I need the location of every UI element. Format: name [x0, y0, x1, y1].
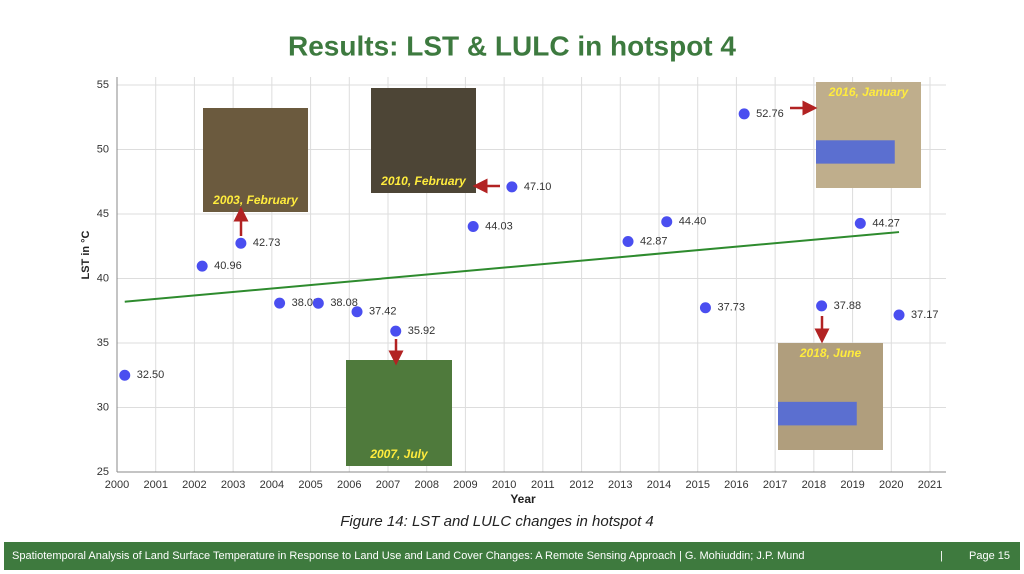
x-tick-label: 2009 [453, 479, 477, 491]
data-label: 42.73 [253, 237, 281, 249]
x-tick-label: 2021 [918, 479, 942, 491]
x-tick-label: 2019 [840, 479, 864, 491]
x-axis-label: Year [510, 492, 536, 506]
data-label: 44.27 [872, 217, 900, 229]
y-tick-label: 25 [97, 466, 109, 478]
data-label: 37.88 [834, 300, 862, 312]
building [816, 140, 895, 164]
data-point [351, 306, 363, 318]
x-tick-label: 2017 [763, 479, 787, 491]
page-number: Page 15 [969, 550, 1010, 562]
annotation-label: 2018, June [799, 346, 862, 360]
y-tick-label: 45 [97, 208, 109, 220]
data-point [467, 221, 479, 233]
y-axis-label: LST in °C [80, 230, 92, 279]
annotation-image [371, 88, 476, 193]
data-label: 42.87 [640, 235, 668, 247]
y-tick-label: 35 [97, 337, 109, 349]
footer-separator: | [940, 550, 943, 562]
footer-bar [4, 542, 1020, 570]
x-tick-label: 2010 [492, 479, 516, 491]
annotation-image [816, 82, 921, 188]
x-tick-label: 2016 [724, 479, 748, 491]
y-tick-label: 30 [97, 401, 109, 413]
y-tick-label: 50 [97, 143, 109, 155]
data-point [196, 260, 208, 272]
caption: Figure 14: LST and LULC changes in hotsp… [340, 513, 654, 530]
data-point [816, 300, 828, 312]
data-label: 35.92 [408, 325, 436, 337]
data-point [312, 297, 324, 309]
data-label: 52.76 [756, 108, 784, 120]
x-tick-label: 2000 [105, 479, 129, 491]
annotation-label: 2007, July [369, 447, 429, 461]
annotation-image [346, 360, 452, 466]
data-point [274, 297, 286, 309]
x-tick-label: 2015 [685, 479, 709, 491]
x-tick-label: 2018 [802, 479, 826, 491]
data-point [119, 369, 131, 381]
data-point [661, 216, 673, 228]
x-tick-label: 2002 [182, 479, 206, 491]
data-point [235, 237, 247, 249]
data-label: 44.03 [485, 220, 513, 232]
y-tick-label: 55 [97, 79, 109, 91]
data-label: 37.42 [369, 306, 397, 318]
x-tick-label: 2001 [143, 479, 167, 491]
annotation-label: 2016, January [828, 85, 910, 99]
data-label: 37.73 [717, 302, 745, 314]
y-tick-label: 40 [97, 272, 109, 284]
x-tick-label: 2014 [647, 479, 671, 491]
x-tick-label: 2003 [221, 479, 245, 491]
data-label: 37.17 [911, 309, 939, 321]
x-tick-label: 2013 [608, 479, 632, 491]
data-point [506, 181, 518, 193]
x-tick-label: 2007 [376, 479, 400, 491]
annotation-label: 2003, February [212, 193, 299, 207]
building [778, 401, 857, 426]
x-tick-label: 2020 [879, 479, 903, 491]
annotation-image [778, 343, 883, 450]
data-point [738, 108, 750, 120]
slide-title: Results: LST & LULC in hotspot 4 [288, 30, 736, 61]
data-label: 44.40 [679, 216, 707, 228]
data-point [390, 325, 402, 337]
x-tick-label: 2008 [414, 479, 438, 491]
annotation-image [203, 108, 308, 212]
x-tick-label: 2004 [260, 479, 284, 491]
data-label: 38.08 [330, 297, 358, 309]
data-label: 47.10 [524, 181, 552, 193]
footer-text: Spatiotemporal Analysis of Land Surface … [12, 550, 805, 562]
data-point [854, 217, 866, 229]
x-tick-label: 2012 [569, 479, 593, 491]
data-label: 32.50 [137, 369, 165, 381]
data-label: 40.96 [214, 260, 242, 272]
data-point [699, 302, 711, 314]
data-point [893, 309, 905, 321]
x-tick-label: 2011 [531, 479, 555, 491]
annotation-label: 2010, February [380, 174, 467, 188]
data-label: 38.09 [292, 297, 320, 309]
x-tick-label: 2005 [298, 479, 322, 491]
trend-line [124, 231, 900, 303]
x-tick-label: 2006 [337, 479, 361, 491]
data-point [622, 235, 634, 247]
